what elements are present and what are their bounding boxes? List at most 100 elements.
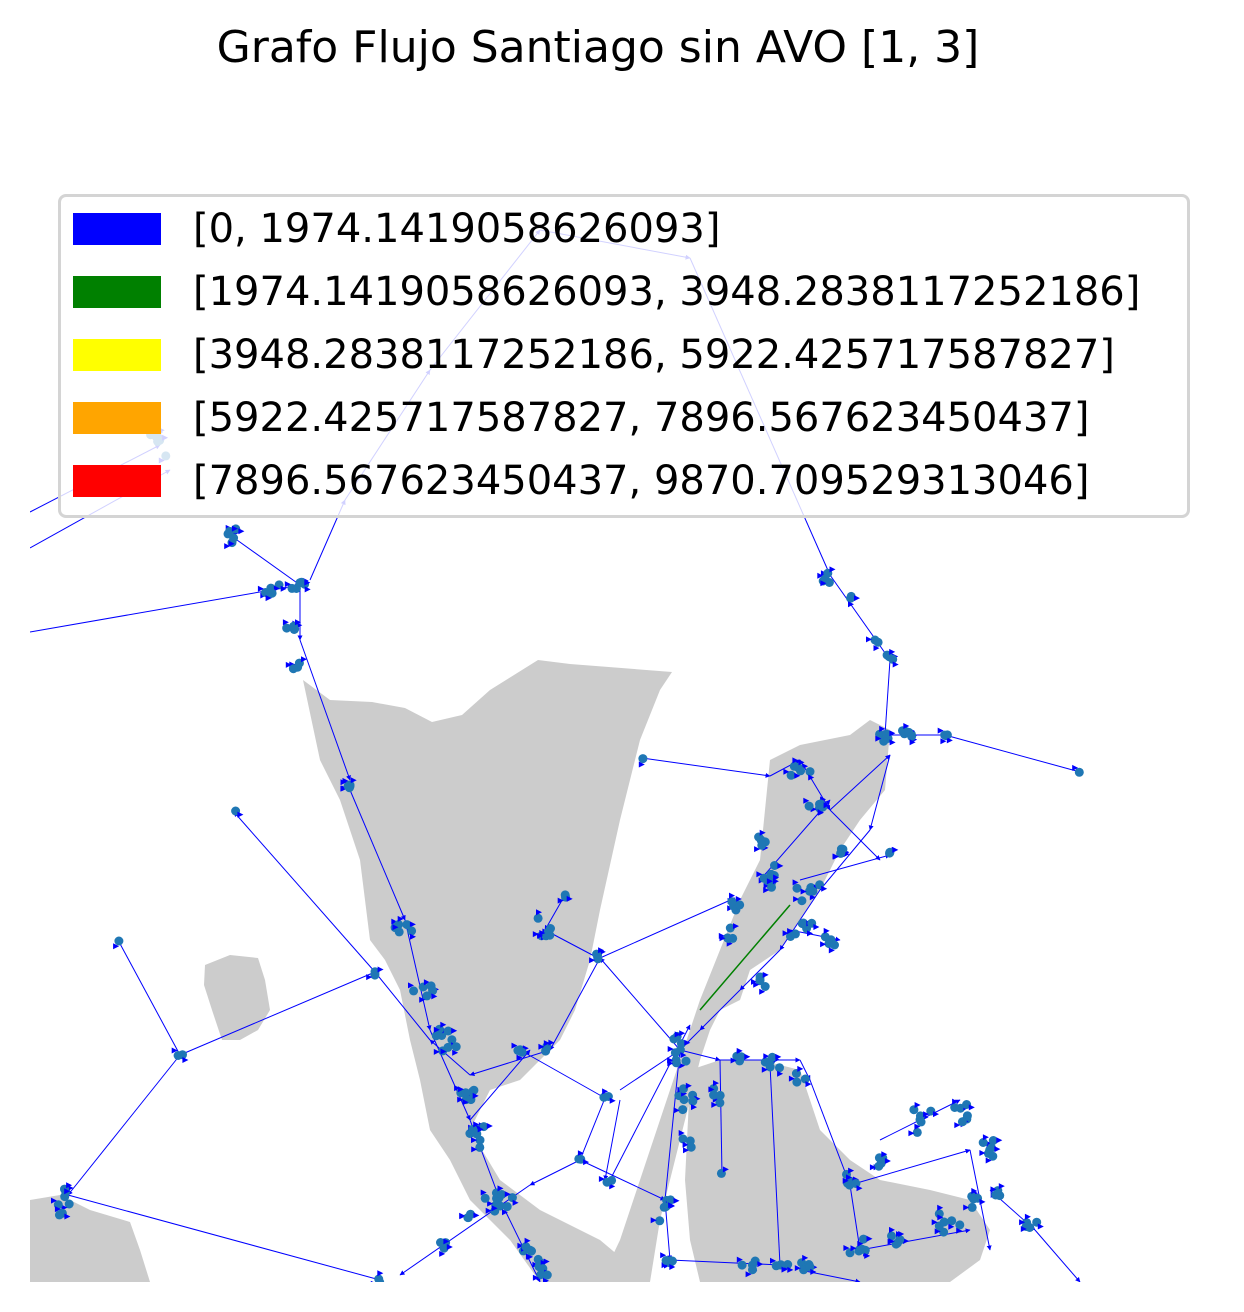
edge-arrow <box>51 1197 57 1204</box>
graph-node <box>655 1216 665 1226</box>
graph-node <box>660 1202 670 1212</box>
graph-node <box>820 932 830 942</box>
edge <box>664 1049 683 1201</box>
edge-arrow <box>377 1270 384 1277</box>
edge-arrow <box>54 1206 61 1213</box>
edge-arrow <box>477 1126 484 1133</box>
edge-arrow <box>711 1101 718 1108</box>
edge <box>799 853 891 881</box>
edge-arrow <box>532 1274 539 1281</box>
edge-arrow <box>231 525 238 532</box>
edge-arrow <box>842 1177 849 1184</box>
edge <box>619 1049 681 1091</box>
edge-arrow <box>881 1151 888 1158</box>
edge-arrow <box>680 1052 687 1059</box>
graph-node <box>874 1161 884 1171</box>
edge-arrow <box>609 1097 616 1104</box>
graph-node <box>805 886 815 896</box>
edge-arrow <box>803 797 810 804</box>
edge-arrow <box>537 932 544 939</box>
graph-node <box>407 926 417 936</box>
edge-arrow <box>598 947 605 954</box>
edge-arrow <box>443 1238 450 1245</box>
edge <box>829 754 891 811</box>
graph-node <box>776 1260 786 1270</box>
edge-arrow <box>805 1081 812 1088</box>
graph-node <box>469 1085 479 1095</box>
graph-node <box>892 1238 902 1248</box>
edge <box>679 1049 721 1062</box>
graph-node <box>443 1042 453 1052</box>
edge-arrow <box>1072 764 1079 771</box>
edge-arrow <box>908 1130 915 1137</box>
edge-arrow <box>757 1261 764 1268</box>
edge-arrow <box>64 1188 71 1195</box>
graph-node <box>688 1096 698 1106</box>
edge-arrow <box>439 1250 446 1257</box>
edge-arrow <box>285 661 292 668</box>
graph-node <box>735 900 745 910</box>
edge-arrow <box>224 543 231 550</box>
graph-node <box>394 927 404 937</box>
graph-node <box>296 577 306 587</box>
edge-arrow <box>994 1146 1001 1153</box>
graph-node <box>678 1134 688 1144</box>
legend-label: [3948.2838117252186, 5922.425717587827] <box>193 332 1115 378</box>
edge-arrow <box>683 1147 689 1154</box>
graph-node <box>402 920 412 930</box>
edge-arrow <box>497 1185 504 1192</box>
edge-arrow <box>809 894 816 901</box>
graph-node <box>916 1117 926 1127</box>
edge-arrow <box>946 737 953 744</box>
edge-arrow <box>854 595 860 602</box>
edge-arrow <box>660 1252 667 1259</box>
edge-arrow <box>979 1198 986 1205</box>
edge-arrow <box>577 1150 584 1157</box>
edge-arrow <box>848 601 854 608</box>
edge-arrow <box>759 829 766 836</box>
graph-node <box>64 1199 74 1209</box>
edge-arrow <box>669 1264 676 1270</box>
edge <box>882 659 891 736</box>
edge-arrow <box>433 1048 440 1055</box>
edge-arrow <box>794 1265 801 1272</box>
legend-item: [1974.1419058626093, 3948.2838117252186] <box>73 269 1140 315</box>
edge-arrow <box>996 1137 1003 1144</box>
edge-arrow <box>813 924 820 930</box>
edge-arrow <box>820 580 827 587</box>
edge-arrow <box>719 935 726 942</box>
edge <box>349 789 406 921</box>
land-area <box>303 660 672 1282</box>
graph-node <box>875 729 885 739</box>
legend-swatch <box>73 276 161 308</box>
graph-node <box>748 1265 757 1275</box>
edge-arrow <box>979 1150 986 1156</box>
edge-arrow <box>866 636 872 643</box>
edge-arrow <box>821 885 828 892</box>
edge-arrow <box>237 811 244 818</box>
legend-item: [0, 1974.1419058626093] <box>73 206 720 252</box>
edge-arrow <box>667 1046 674 1052</box>
edge-arrow <box>892 661 899 668</box>
edge-arrow <box>257 585 264 592</box>
edge-arrow <box>745 1271 752 1278</box>
edge-arrow <box>517 1242 524 1249</box>
edge-arrow <box>730 1057 737 1064</box>
edge-high-flow <box>699 904 791 1011</box>
edge-arrow <box>457 1086 464 1093</box>
graph-node <box>666 1195 675 1205</box>
graph-node <box>851 1179 861 1188</box>
graph-node <box>638 754 648 764</box>
edge-arrow <box>823 802 830 809</box>
edge-arrow <box>954 1122 961 1129</box>
edge-arrow <box>829 566 836 573</box>
edge-arrow <box>511 1042 518 1049</box>
edge-arrow <box>462 1099 469 1106</box>
node-layer <box>51 426 1084 1282</box>
edge-arrow <box>756 871 763 878</box>
edge-arrow <box>903 723 910 729</box>
edge-arrow <box>454 1085 461 1092</box>
edge-arrow <box>808 774 815 781</box>
edge-arrow <box>823 927 830 934</box>
graph-node <box>229 533 239 543</box>
